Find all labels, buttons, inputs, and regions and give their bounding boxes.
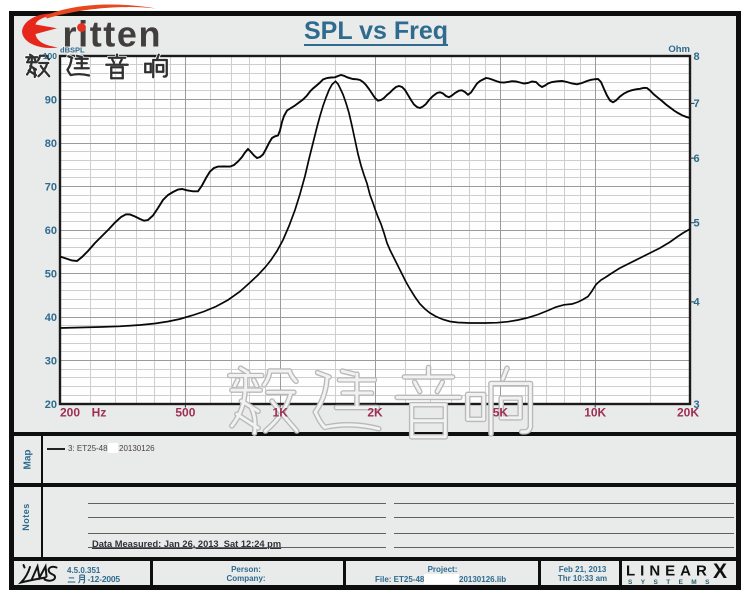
svg-text:8: 8 [694,51,700,63]
svg-text:500: 500 [175,406,195,420]
svg-text:ritten: ritten [63,14,163,55]
svg-text:20K: 20K [677,406,699,420]
svg-text:10K: 10K [584,406,606,420]
svg-text:5: 5 [694,218,700,230]
svg-text:80: 80 [45,138,57,150]
svg-text:Hz: Hz [92,406,107,420]
svg-text:X: X [713,560,727,583]
svg-text:70: 70 [45,181,57,193]
svg-text:6: 6 [694,153,700,165]
svg-text:200: 200 [60,406,80,420]
svg-text:1K: 1K [273,406,289,420]
svg-text:Ohm: Ohm [668,44,690,55]
svg-text:3: 3 [694,399,700,411]
svg-text:LINEAR: LINEAR [626,563,712,580]
svg-text:4: 4 [694,297,701,309]
svg-text:100: 100 [43,51,57,61]
svg-text:60: 60 [45,225,57,237]
svg-text:2K: 2K [367,406,383,420]
svg-text:90: 90 [45,94,57,106]
svg-text:20: 20 [45,399,57,411]
svg-text:50: 50 [45,268,57,280]
svg-text:30: 30 [45,355,57,367]
svg-text:dBSPL: dBSPL [60,46,85,55]
svg-text:40: 40 [45,312,57,324]
svg-text:SYSTEMS: SYSTEMS [628,579,718,586]
svg-text:5K: 5K [493,406,509,420]
svg-text:7: 7 [694,98,700,110]
svg-text:-12-2005: -12-2005 [88,574,121,584]
